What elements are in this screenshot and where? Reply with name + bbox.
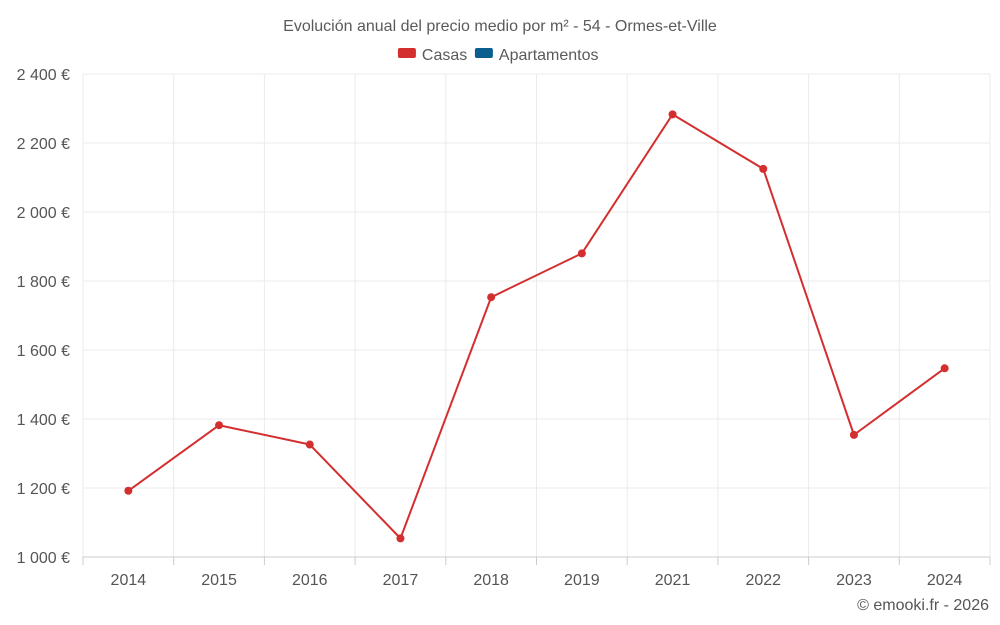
y-tick-label: 2 400 € [17, 67, 70, 84]
legend-item-casas: Casas [397, 47, 467, 64]
credit-text: © emooki.fr - 2026 [857, 597, 989, 614]
y-tick-label: 2 000 € [17, 205, 70, 222]
x-tick-label: 2017 [383, 572, 419, 589]
x-tick-label: 2021 [655, 572, 691, 589]
legend-swatch [397, 48, 416, 58]
y-tick-label: 1 200 € [17, 481, 70, 498]
legend-label: Apartamentos [499, 47, 599, 64]
data-point [577, 249, 586, 258]
axes: 1 000 € 1 200 € 1 400 € 1 600 € 1 800 € 2 000… [17, 67, 991, 589]
data-point [215, 421, 224, 430]
x-tick-label: 2018 [473, 572, 509, 589]
x-tick-label: 2015 [201, 572, 237, 589]
legend-swatch [474, 48, 493, 58]
data-point [124, 486, 133, 495]
data-point [396, 534, 405, 543]
y-tick-label: 1 800 € [17, 274, 70, 291]
x-tick-label: 2023 [836, 572, 872, 589]
legend: Casas Apartamentos [397, 47, 599, 64]
series-line-casas [127, 113, 946, 540]
x-tick-label: 2022 [745, 572, 781, 589]
y-tick-label: 2 200 € [17, 136, 70, 153]
legend-label: Casas [422, 47, 467, 64]
x-tick-label: 2024 [927, 572, 963, 589]
series-layer [124, 110, 949, 543]
data-point [668, 110, 677, 119]
y-tick-label: 1 000 € [17, 550, 70, 567]
data-point [487, 293, 496, 302]
y-tick-label: 1 600 € [17, 343, 70, 360]
gridlines [82, 73, 991, 557]
data-point [759, 164, 768, 173]
chart-title: Evolución anual del precio medio por m² … [283, 18, 717, 35]
legend-item-apartamentos: Apartamentos [474, 47, 599, 64]
x-tick-label: 2016 [292, 572, 328, 589]
x-tick-label: 2014 [111, 572, 147, 589]
data-point [305, 440, 314, 449]
y-tick-label: 1 400 € [17, 412, 70, 429]
data-point [940, 364, 949, 373]
x-tick-label: 2019 [564, 572, 600, 589]
data-point [849, 430, 858, 439]
